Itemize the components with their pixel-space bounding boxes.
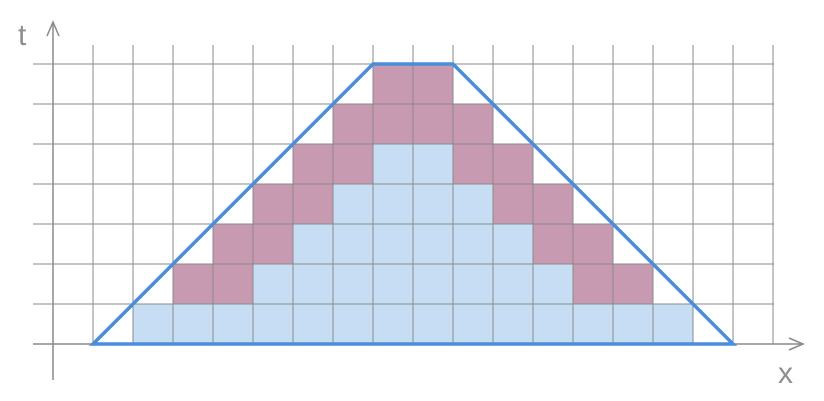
blue-cell — [293, 304, 333, 344]
blue-cell — [413, 184, 453, 224]
blue-cell — [413, 144, 453, 184]
blue-cell — [333, 224, 373, 264]
t-axis-arrow-icon — [46, 20, 60, 37]
blue-cell — [253, 264, 293, 304]
x-axis-label: x — [778, 357, 793, 390]
outline-layer — [88, 62, 738, 346]
blue-cell — [333, 264, 373, 304]
blue-cell — [173, 304, 213, 344]
blue-cell — [213, 304, 253, 344]
blue-cell — [493, 264, 533, 304]
x-axis-arrow-icon — [788, 337, 805, 351]
blue-cell — [413, 264, 453, 304]
mauve-cell — [573, 224, 613, 264]
blue-cell — [653, 304, 693, 344]
blue-cell — [533, 304, 573, 344]
mauve-cell — [293, 144, 333, 184]
mauve-cell — [493, 184, 533, 224]
trapezoid-outline — [88, 62, 738, 346]
t-axis-label: t — [18, 19, 27, 52]
blue-cell — [453, 184, 493, 224]
mauve-cell — [373, 64, 413, 104]
mauve-cell — [173, 264, 213, 304]
blue-cell — [373, 144, 413, 184]
mauve-cell — [533, 224, 573, 264]
mauve-cell — [453, 144, 493, 184]
blue-cell — [373, 304, 413, 344]
blue-cell — [453, 224, 493, 264]
mauve-cell — [453, 104, 493, 144]
cells-layer — [133, 64, 693, 344]
blue-cell — [453, 264, 493, 304]
blue-cell — [413, 304, 453, 344]
blue-cell — [493, 224, 533, 264]
mauve-cell — [373, 104, 413, 144]
blue-cell — [293, 264, 333, 304]
blue-cell — [373, 224, 413, 264]
blue-cell — [453, 304, 493, 344]
grid-layer — [33, 45, 774, 344]
mauve-cell — [333, 144, 373, 184]
mauve-cell — [493, 144, 533, 184]
mauve-cell — [613, 264, 653, 304]
blue-cell — [133, 304, 173, 344]
blue-cell — [253, 304, 293, 344]
mauve-cell — [253, 224, 293, 264]
blue-cell — [333, 184, 373, 224]
blue-cell — [573, 304, 613, 344]
mauve-cell — [293, 184, 333, 224]
mauve-cell — [213, 264, 253, 304]
blue-cell — [293, 224, 333, 264]
mauve-cell — [213, 224, 253, 264]
mauve-cell — [413, 104, 453, 144]
blue-cell — [613, 304, 653, 344]
blue-cell — [373, 264, 413, 304]
mauve-cell — [533, 184, 573, 224]
blue-cell — [493, 304, 533, 344]
mauve-cell — [333, 104, 373, 144]
blue-cell — [533, 264, 573, 304]
blue-cell — [333, 304, 373, 344]
blue-cell — [373, 184, 413, 224]
blue-cell — [413, 224, 453, 264]
mauve-cell — [413, 64, 453, 104]
mauve-cell — [573, 264, 613, 304]
mauve-cell — [253, 184, 293, 224]
